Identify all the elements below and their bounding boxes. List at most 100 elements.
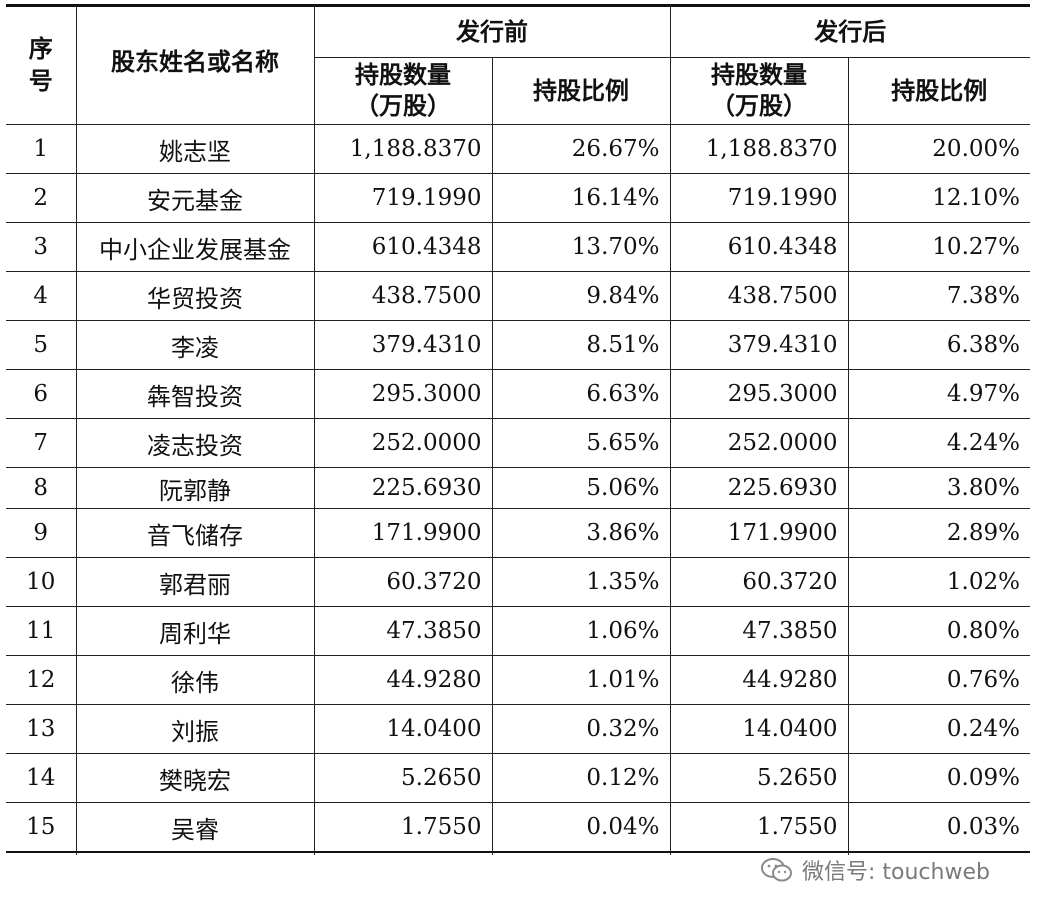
- cell-before-shares: 719.1990: [313, 173, 493, 223]
- cell-name: 音飞储存: [75, 508, 315, 558]
- cell-name: 安元基金: [75, 173, 315, 223]
- cell-before-ratio: 0.04%: [491, 802, 671, 853]
- table-row: 9 音飞储存 171.9900 3.86% 171.9900 2.89%: [6, 508, 1030, 558]
- table-row: 7 凌志投资 252.0000 5.65% 252.0000 4.24%: [6, 418, 1030, 468]
- header-after: 发行后: [669, 4, 1030, 58]
- cell-after-shares: 610.4348: [669, 222, 849, 272]
- cell-no: 8: [6, 467, 77, 509]
- table-continuation-tick: [314, 847, 315, 855]
- table-row: 11 周利华 47.3850 1.06% 47.3850 0.80%: [6, 606, 1030, 656]
- header-after-shares: 持股数量 （万股）: [669, 57, 849, 125]
- table-row: 6 犇智投资 295.3000 6.63% 295.3000 4.97%: [6, 369, 1030, 419]
- cell-before-ratio: 8.51%: [491, 320, 671, 370]
- cell-no: 7: [6, 418, 77, 468]
- cell-before-ratio: 0.12%: [491, 753, 671, 803]
- cell-before-shares: 171.9900: [313, 508, 493, 558]
- header-seq: 序号: [6, 4, 77, 125]
- cell-before-shares: 1.7550: [313, 802, 493, 853]
- cell-name: 徐伟: [75, 655, 315, 705]
- table-row: 10 郭君丽 60.3720 1.35% 60.3720 1.02%: [6, 557, 1030, 607]
- table-continuation-tick: [492, 847, 493, 855]
- cell-name: 吴睿: [75, 802, 315, 853]
- cell-before-shares: 44.9280: [313, 655, 493, 705]
- table-row: 3 中小企业发展基金 610.4348 13.70% 610.4348 10.27%: [6, 222, 1030, 272]
- cell-after-shares: 225.6930: [669, 467, 849, 509]
- cell-after-shares: 379.4310: [669, 320, 849, 370]
- cell-after-shares: 47.3850: [669, 606, 849, 656]
- cell-name: 郭君丽: [75, 557, 315, 607]
- cell-no: 9: [6, 508, 77, 558]
- cell-name: 犇智投资: [75, 369, 315, 419]
- cell-before-shares: 60.3720: [313, 557, 493, 607]
- cell-no: 1: [6, 124, 77, 174]
- cell-no: 4: [6, 271, 77, 321]
- cell-name: 中小企业发展基金: [75, 222, 315, 272]
- cell-after-ratio: 1.02%: [847, 557, 1030, 607]
- table-row: 13 刘振 14.0400 0.32% 14.0400 0.24%: [6, 704, 1030, 754]
- cell-no: 3: [6, 222, 77, 272]
- cell-after-shares: 5.2650: [669, 753, 849, 803]
- header-before: 发行前: [313, 4, 671, 58]
- cell-no: 10: [6, 557, 77, 607]
- header-before-ratio: 持股比例: [491, 57, 671, 125]
- cell-before-ratio: 3.86%: [491, 508, 671, 558]
- cell-name: 樊晓宏: [75, 753, 315, 803]
- header-after-ratio: 持股比例: [847, 57, 1030, 125]
- header-name: 股东姓名或名称: [75, 4, 315, 125]
- table-row: 12 徐伟 44.9280 1.01% 44.9280 0.76%: [6, 655, 1030, 705]
- cell-before-shares: 610.4348: [313, 222, 493, 272]
- cell-after-ratio: 6.38%: [847, 320, 1030, 370]
- cell-after-ratio: 0.09%: [847, 753, 1030, 803]
- cell-before-shares: 225.6930: [313, 467, 493, 509]
- cell-before-ratio: 5.06%: [491, 467, 671, 509]
- cell-after-ratio: 10.27%: [847, 222, 1030, 272]
- cell-no: 13: [6, 704, 77, 754]
- cell-after-ratio: 3.80%: [847, 467, 1030, 509]
- cell-name: 姚志坚: [75, 124, 315, 174]
- table-row: 2 安元基金 719.1990 16.14% 719.1990 12.10%: [6, 173, 1030, 223]
- cell-before-ratio: 1.35%: [491, 557, 671, 607]
- table-row: 8 阮郭静 225.6930 5.06% 225.6930 3.80%: [6, 467, 1030, 509]
- table-row: 15 吴睿 1.7550 0.04% 1.7550 0.03%: [6, 802, 1030, 853]
- cell-after-ratio: 0.80%: [847, 606, 1030, 656]
- cell-name: 周利华: [75, 606, 315, 656]
- cell-after-ratio: 20.00%: [847, 124, 1030, 174]
- cell-before-ratio: 16.14%: [491, 173, 671, 223]
- cell-before-ratio: 1.01%: [491, 655, 671, 705]
- table-continuation-tick: [848, 847, 849, 855]
- cell-before-shares: 5.2650: [313, 753, 493, 803]
- cell-before-shares: 295.3000: [313, 369, 493, 419]
- cell-after-ratio: 4.97%: [847, 369, 1030, 419]
- cell-name: 凌志投资: [75, 418, 315, 468]
- cell-before-shares: 438.7500: [313, 271, 493, 321]
- cell-no: 12: [6, 655, 77, 705]
- cell-before-ratio: 5.65%: [491, 418, 671, 468]
- header-before-shares: 持股数量 （万股）: [314, 57, 493, 125]
- cell-before-shares: 252.0000: [313, 418, 493, 468]
- cell-no: 2: [6, 173, 77, 223]
- watermark-text: 微信号: touchweb: [802, 860, 990, 885]
- cell-before-shares: 1,188.8370: [313, 124, 493, 174]
- cell-before-ratio: 13.70%: [491, 222, 671, 272]
- wechat-icon: [761, 858, 792, 882]
- table-row: 14 樊晓宏 5.2650 0.12% 5.2650 0.09%: [6, 753, 1030, 803]
- cell-before-shares: 14.0400: [313, 704, 493, 754]
- cell-after-shares: 719.1990: [669, 173, 849, 223]
- cell-after-ratio: 0.76%: [847, 655, 1030, 705]
- cell-after-shares: 1,188.8370: [669, 124, 849, 174]
- cell-after-ratio: 4.24%: [847, 418, 1030, 468]
- table-continuation-tick: [670, 847, 671, 855]
- table-row: 1 姚志坚 1,188.8370 26.67% 1,188.8370 20.00%: [6, 124, 1030, 174]
- cell-before-ratio: 0.32%: [491, 704, 671, 754]
- cell-before-ratio: 26.67%: [491, 124, 671, 174]
- cell-after-shares: 252.0000: [669, 418, 849, 468]
- cell-after-shares: 44.9280: [669, 655, 849, 705]
- cell-no: 15: [6, 802, 77, 853]
- cell-after-shares: 14.0400: [669, 704, 849, 754]
- table-row: 5 李凌 379.4310 8.51% 379.4310 6.38%: [6, 320, 1030, 370]
- cell-before-ratio: 9.84%: [491, 271, 671, 321]
- wechat-watermark: 微信号: touchweb: [760, 850, 990, 890]
- cell-after-ratio: 0.24%: [847, 704, 1030, 754]
- cell-before-ratio: 1.06%: [491, 606, 671, 656]
- cell-after-shares: 295.3000: [669, 369, 849, 419]
